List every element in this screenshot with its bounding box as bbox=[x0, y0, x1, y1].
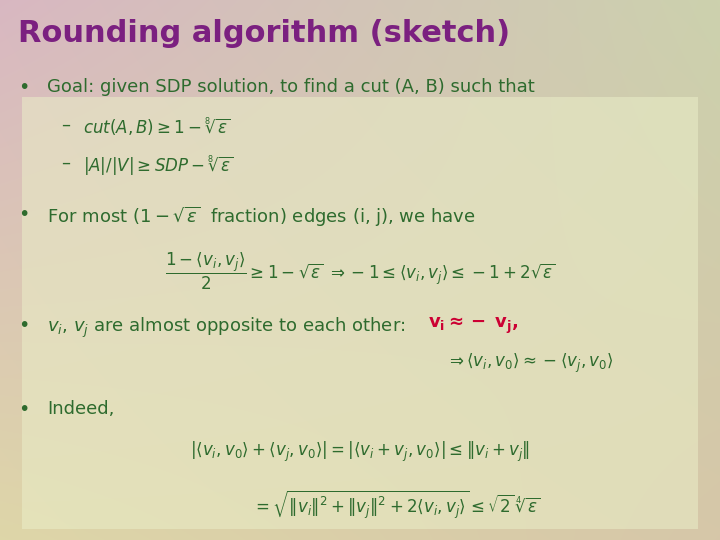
Text: $= \sqrt{\|v_i\|^2+\|v_j\|^2+2\langle v_i,v_j\rangle} \leq \sqrt{2}\,\sqrt[4]{\v: $= \sqrt{\|v_i\|^2+\|v_j\|^2+2\langle v_… bbox=[252, 489, 540, 521]
Text: $\mathbf{v_i \approx -\ v_j}$,: $\mathbf{v_i \approx -\ v_j}$, bbox=[428, 316, 519, 336]
Text: Indeed,: Indeed, bbox=[47, 400, 114, 417]
Text: –: – bbox=[61, 154, 71, 172]
Text: For most $(1-\sqrt{\varepsilon}\ $ fraction) edges (i, j), we have: For most $(1-\sqrt{\varepsilon}\ $ fract… bbox=[47, 205, 475, 229]
Text: $cut(A,B) \geq 1 - \sqrt[8]{\varepsilon}$: $cut(A,B) \geq 1 - \sqrt[8]{\varepsilon}… bbox=[83, 116, 230, 138]
Text: •: • bbox=[18, 400, 30, 419]
Text: $|\langle v_i,v_0 \rangle + \langle v_j,v_0 \rangle| = |\langle v_i+v_j,v_0 \ran: $|\langle v_i,v_0 \rangle + \langle v_j,… bbox=[190, 440, 530, 464]
Text: $\dfrac{1-\langle v_i,v_j \rangle}{2} \geq 1-\sqrt{\varepsilon}\ \Rightarrow -1 : $\dfrac{1-\langle v_i,v_j \rangle}{2} \g… bbox=[165, 251, 555, 292]
Text: •: • bbox=[18, 78, 30, 97]
Text: Goal: given SDP solution, to find a cut (A, B) such that: Goal: given SDP solution, to find a cut … bbox=[47, 78, 534, 96]
FancyBboxPatch shape bbox=[22, 97, 698, 529]
Text: $\Rightarrow \langle v_i,v_0 \rangle \approx -\langle v_j,v_0 \rangle$: $\Rightarrow \langle v_i,v_0 \rangle \ap… bbox=[446, 352, 613, 375]
Text: •: • bbox=[18, 316, 30, 335]
Text: •: • bbox=[18, 205, 30, 224]
Text: Rounding algorithm (sketch): Rounding algorithm (sketch) bbox=[18, 19, 510, 48]
Text: $v_i$, $v_j$ are almost opposite to each other:: $v_i$, $v_j$ are almost opposite to each… bbox=[47, 316, 408, 340]
Text: $|A|/|V| \geq SDP - \sqrt[8]{\varepsilon}$: $|A|/|V| \geq SDP - \sqrt[8]{\varepsilon… bbox=[83, 154, 233, 178]
Text: –: – bbox=[61, 116, 71, 134]
